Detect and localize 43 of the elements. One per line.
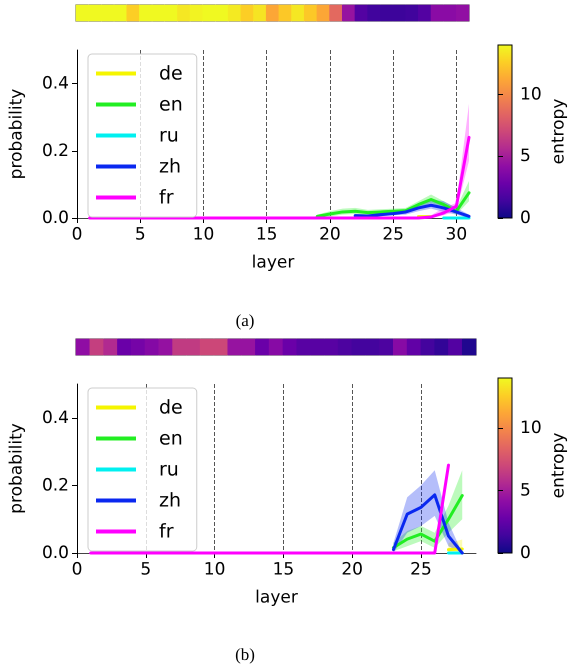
legend-label: fr (159, 520, 174, 542)
y-tick-label: 0.4 (42, 408, 69, 428)
y-tick-label: 0.0 (42, 208, 69, 228)
color-bar-label: 0 (520, 208, 531, 228)
x-tick-label: 25 (410, 560, 432, 580)
y-axis-title: probability (6, 423, 26, 514)
legend-label: en (159, 428, 183, 450)
text: (b) (235, 645, 255, 664)
legend-label: de (159, 62, 183, 84)
legend-label: ru (159, 458, 179, 480)
x-tick-label: 5 (134, 224, 146, 244)
legend-label: de (159, 396, 183, 418)
y-tick-label: 0.4 (42, 74, 69, 94)
y-tick-label: 0.0 (42, 543, 69, 563)
legend-label: fr (159, 186, 174, 208)
x-tick-label: 15 (272, 560, 294, 580)
x-tick-label: 5 (140, 560, 152, 580)
y-axis-title: probability (6, 88, 26, 180)
legend-label: ru (159, 124, 179, 146)
x-axis-title: layer (255, 588, 298, 608)
y-tick-label: 0.2 (42, 475, 69, 496)
color-bar-label: 5 (520, 146, 531, 166)
x-tick-label: 15 (256, 224, 278, 244)
x-tick-label: 25 (382, 224, 404, 244)
legend-label: zh (159, 156, 182, 178)
color-bar-title: entropy (548, 98, 568, 164)
text: (a) (236, 311, 254, 330)
x-tick-label: 20 (319, 224, 341, 244)
y-tick-label: 0.2 (42, 140, 69, 161)
x-tick-label: 0 (72, 560, 82, 580)
color-bar-label: 0 (520, 543, 531, 563)
x-tick-label: 30 (446, 224, 468, 244)
x-axis-title: layer (252, 252, 294, 272)
x-tick-label: 10 (192, 224, 214, 244)
color-bar-label: 10 (520, 84, 542, 104)
x-tick-label: 10 (204, 560, 226, 580)
legend-label: en (159, 94, 183, 116)
color-bar-title: entropy (548, 432, 568, 498)
x-tick-label: 0 (72, 224, 82, 244)
color-bar-label: 5 (520, 480, 531, 500)
legend-label: zh (159, 490, 182, 512)
color-bar-label: 10 (520, 418, 542, 438)
x-tick-label: 20 (341, 560, 363, 580)
